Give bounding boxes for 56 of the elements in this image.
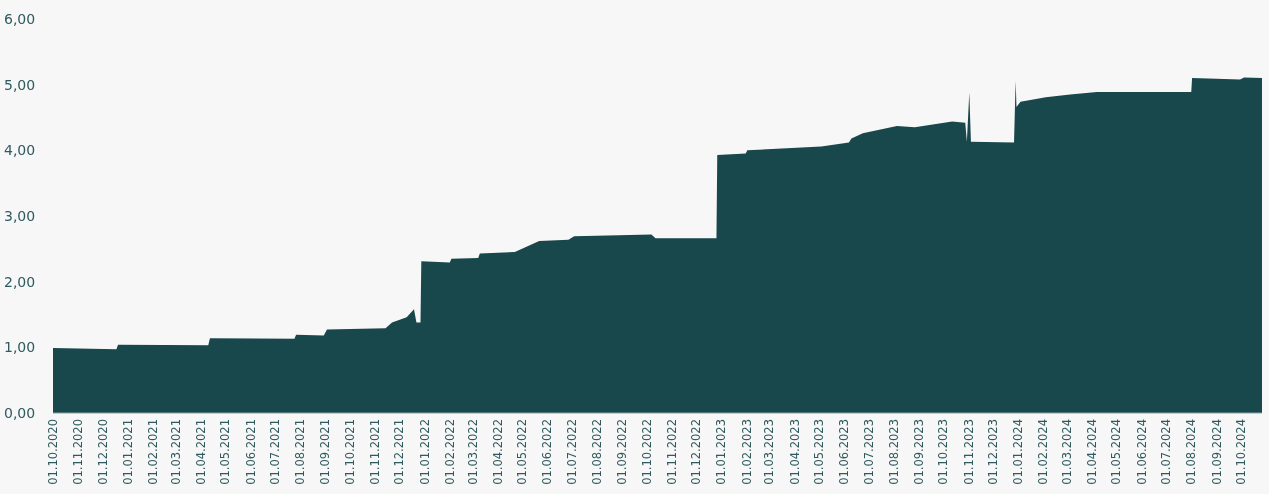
- x-tick-label: 01.07.2024: [1159, 419, 1174, 485]
- x-tick-label: 01.11.2020: [71, 419, 86, 485]
- x-tick-label: 01.11.2021: [367, 419, 382, 485]
- x-tick-label: 01.09.2024: [1209, 419, 1224, 485]
- x-tick-label: 01.03.2023: [762, 419, 777, 485]
- x-tick-label: 01.08.2024: [1184, 419, 1199, 485]
- x-tick-label: 01.08.2023: [886, 419, 901, 485]
- x-tick-label: 01.11.2023: [961, 419, 976, 485]
- x-tick-label: 01.04.2024: [1085, 419, 1100, 485]
- x-tick-label: 01.03.2021: [168, 419, 183, 485]
- x-tick-label: 01.06.2022: [540, 419, 555, 485]
- x-tick-label: 01.10.2021: [342, 419, 357, 485]
- x-tick-label: 01.09.2022: [615, 419, 630, 485]
- x-tick-label: 01.12.2021: [392, 419, 407, 485]
- x-tick-label: 01.05.2021: [218, 419, 233, 485]
- x-tick-label: 01.02.2023: [739, 419, 754, 485]
- x-tick-label: 01.09.2021: [318, 419, 333, 485]
- x-tick-label: 01.02.2021: [146, 419, 161, 485]
- x-tick-label: 01.03.2024: [1059, 419, 1074, 485]
- x-tick-label: 01.10.2024: [1233, 419, 1248, 485]
- x-tick-label: 01.09.2023: [911, 419, 926, 485]
- y-tick-label: 6,00: [4, 10, 36, 27]
- x-tick-label: 01.01.2022: [417, 419, 432, 485]
- x-tick-label: 01.06.2023: [837, 419, 852, 485]
- x-tick-label: 01.06.2024: [1134, 419, 1149, 485]
- x-tick-label: 01.07.2021: [267, 419, 282, 485]
- y-tick-label: 4,00: [4, 142, 36, 159]
- x-tick-label: 01.02.2022: [442, 419, 457, 485]
- x-tick-label: 01.10.2020: [46, 419, 61, 485]
- x-tick-label: 01.04.2022: [490, 419, 505, 485]
- y-tick-label: 3,00: [4, 207, 36, 224]
- x-tick-label: 01.05.2023: [811, 419, 826, 485]
- x-tick-label: 01.12.2020: [95, 419, 110, 485]
- y-tick-label: 0,00: [4, 404, 36, 421]
- x-tick-label: 01.04.2021: [194, 419, 208, 485]
- x-tick-label: 01.07.2022: [564, 419, 579, 485]
- x-tick-label: 01.03.2022: [465, 419, 480, 485]
- y-tick-label: 1,00: [4, 339, 36, 356]
- x-tick-label: 01.04.2023: [787, 419, 802, 485]
- x-tick-label: 01.01.2024: [1011, 419, 1026, 485]
- x-tick-label: 01.06.2021: [243, 419, 258, 485]
- x-tick-label: 01.08.2021: [293, 419, 308, 485]
- x-tick-label: 01.11.2022: [664, 419, 679, 485]
- x-tick-label: 01.12.2023: [985, 419, 1000, 485]
- x-tick-label: 01.07.2023: [861, 419, 876, 485]
- x-tick-label: 01.05.2022: [515, 419, 530, 485]
- x-tick-label: 01.10.2023: [936, 419, 951, 485]
- x-tick-label: 01.01.2021: [120, 419, 135, 485]
- x-tick-label: 01.10.2022: [639, 419, 654, 485]
- y-tick-label: 5,00: [4, 76, 36, 93]
- x-tick-label: 01.12.2022: [689, 419, 704, 485]
- x-tick-label: 01.05.2024: [1109, 419, 1124, 485]
- y-tick-label: 2,00: [4, 273, 36, 290]
- x-tick-label: 01.01.2023: [714, 419, 729, 485]
- x-tick-label: 01.02.2024: [1036, 419, 1051, 485]
- x-tick-label: 01.08.2022: [589, 419, 604, 485]
